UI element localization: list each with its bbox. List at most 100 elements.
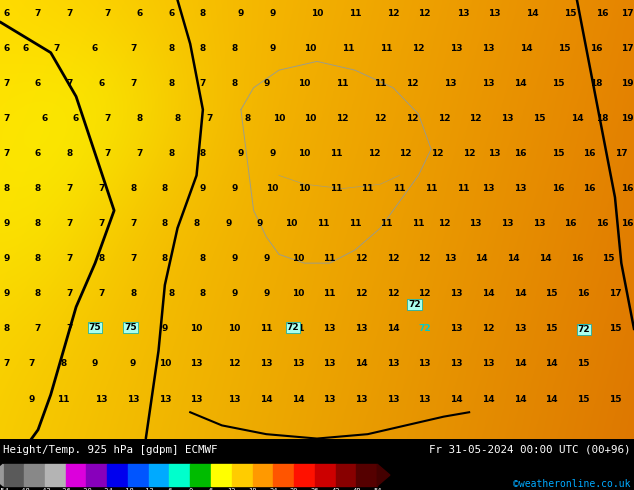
Text: 9: 9 <box>257 219 263 228</box>
Text: 7: 7 <box>29 360 35 368</box>
Text: 12: 12 <box>463 149 476 158</box>
Text: 6: 6 <box>136 9 143 18</box>
Text: 8: 8 <box>231 44 238 53</box>
Text: 16: 16 <box>552 184 564 193</box>
Text: 15: 15 <box>602 254 615 263</box>
Bar <box>45 465 65 486</box>
Text: 11: 11 <box>317 219 330 228</box>
Text: 13: 13 <box>355 394 368 404</box>
Text: 7: 7 <box>35 9 41 18</box>
Text: 12: 12 <box>418 289 431 298</box>
Text: 7: 7 <box>3 79 10 88</box>
Text: 7: 7 <box>3 114 10 123</box>
Text: 11: 11 <box>323 254 336 263</box>
Text: 72: 72 <box>287 323 299 332</box>
Text: 13: 13 <box>260 360 273 368</box>
Text: 12: 12 <box>412 44 425 53</box>
Text: 14: 14 <box>355 360 368 368</box>
Text: 9: 9 <box>269 149 276 158</box>
Text: 6: 6 <box>168 9 174 18</box>
Text: 9: 9 <box>3 219 10 228</box>
Text: 8: 8 <box>200 44 206 53</box>
Text: 16: 16 <box>590 44 602 53</box>
Text: 10: 10 <box>228 324 241 333</box>
Text: 10: 10 <box>292 254 304 263</box>
Text: 19: 19 <box>621 79 634 88</box>
Text: -12: -12 <box>142 488 155 490</box>
Text: 9: 9 <box>200 184 206 193</box>
Text: 13: 13 <box>514 184 526 193</box>
Bar <box>335 465 356 486</box>
Text: 8: 8 <box>3 184 10 193</box>
Text: -42: -42 <box>39 488 51 490</box>
Text: 12: 12 <box>228 488 236 490</box>
Text: 13: 13 <box>444 254 456 263</box>
Text: 14: 14 <box>526 9 539 18</box>
Text: -48: -48 <box>18 488 30 490</box>
Text: 13: 13 <box>158 394 171 404</box>
Bar <box>190 465 211 486</box>
Text: 8: 8 <box>174 114 181 123</box>
Text: 16: 16 <box>596 219 609 228</box>
Text: 13: 13 <box>482 360 495 368</box>
Text: 12: 12 <box>469 114 482 123</box>
Text: 13: 13 <box>469 219 482 228</box>
Text: 14: 14 <box>545 394 558 404</box>
Bar <box>294 465 315 486</box>
Bar <box>232 465 252 486</box>
Text: 16: 16 <box>564 219 577 228</box>
Text: 12: 12 <box>418 9 431 18</box>
Text: 11: 11 <box>330 184 342 193</box>
Text: -30: -30 <box>80 488 93 490</box>
Text: 7: 7 <box>130 44 136 53</box>
Text: 15: 15 <box>558 44 571 53</box>
Text: 6: 6 <box>3 9 10 18</box>
Text: 16: 16 <box>583 149 596 158</box>
Bar <box>252 465 273 486</box>
Text: 15: 15 <box>609 394 621 404</box>
Text: 13: 13 <box>450 324 463 333</box>
Text: 6: 6 <box>73 114 79 123</box>
Text: 13: 13 <box>292 360 304 368</box>
Text: 14: 14 <box>482 289 495 298</box>
Text: 30: 30 <box>290 488 299 490</box>
Text: 9: 9 <box>238 9 244 18</box>
Text: 75: 75 <box>124 323 137 332</box>
Text: 12: 12 <box>437 114 450 123</box>
Text: 10: 10 <box>298 149 311 158</box>
Text: 11: 11 <box>425 184 437 193</box>
Text: 13: 13 <box>228 394 241 404</box>
Text: 14: 14 <box>514 394 526 404</box>
Text: 17: 17 <box>621 9 634 18</box>
Text: 13: 13 <box>482 44 495 53</box>
Text: 13: 13 <box>501 114 514 123</box>
Text: 10: 10 <box>304 44 317 53</box>
Text: 7: 7 <box>130 254 136 263</box>
Text: 54: 54 <box>373 488 382 490</box>
Bar <box>148 465 169 486</box>
Text: 13: 13 <box>190 360 203 368</box>
Text: -18: -18 <box>122 488 134 490</box>
Text: 14: 14 <box>482 394 495 404</box>
Text: 12: 12 <box>437 219 450 228</box>
Text: 8: 8 <box>3 324 10 333</box>
Text: 11: 11 <box>349 9 361 18</box>
Text: 10: 10 <box>190 324 203 333</box>
Text: 8: 8 <box>60 360 67 368</box>
Text: 8: 8 <box>130 184 136 193</box>
Text: 9: 9 <box>263 79 269 88</box>
Text: 8: 8 <box>168 79 174 88</box>
Text: 8: 8 <box>35 289 41 298</box>
Text: 15: 15 <box>564 9 577 18</box>
Text: 12: 12 <box>387 289 399 298</box>
Text: 13: 13 <box>190 394 203 404</box>
Text: 10: 10 <box>311 9 323 18</box>
Text: 7: 7 <box>98 219 105 228</box>
Text: 75: 75 <box>89 324 101 333</box>
Text: 10: 10 <box>285 219 298 228</box>
Text: 12: 12 <box>399 149 412 158</box>
Text: 14: 14 <box>476 254 488 263</box>
Bar <box>128 465 148 486</box>
Text: 11: 11 <box>292 324 304 333</box>
Text: 12: 12 <box>228 360 241 368</box>
